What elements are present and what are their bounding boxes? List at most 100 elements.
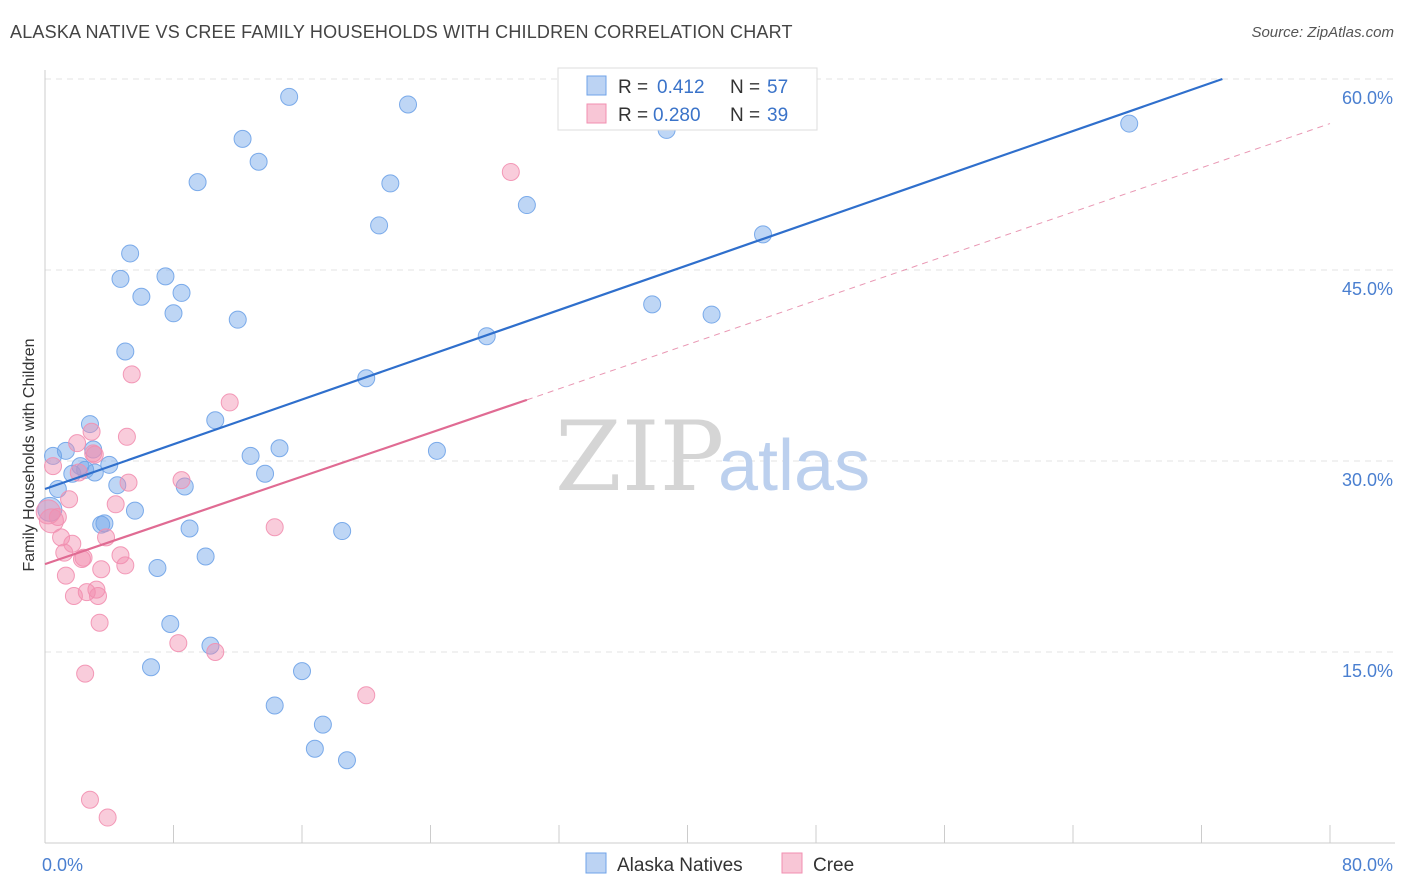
legend-n-value-alaska: 57 — [767, 77, 788, 98]
cree-point-1 — [38, 508, 64, 534]
legend-swatch-cree — [586, 103, 607, 124]
legend-r-value-alaska: 0.412 — [657, 77, 705, 98]
y-tick-label-2: 45.0% — [1342, 279, 1393, 299]
cree-point-26 — [106, 495, 125, 514]
y-axis-label: Family Households with Children — [21, 339, 38, 572]
alaska-point-29 — [201, 636, 220, 655]
cree-point-35 — [265, 518, 284, 537]
cree-point-8 — [63, 534, 82, 553]
cree-point-16 — [80, 790, 99, 809]
stats-legend: R = 0.412 N = 57 R = 0.280 N = 39 — [557, 67, 818, 131]
alaska-point-2 — [48, 480, 67, 499]
cree-point-27 — [111, 546, 130, 565]
legend-swatch-alaska — [586, 75, 607, 96]
watermark-zip: ZIP — [555, 401, 724, 513]
watermark-atlas: atlas — [718, 426, 870, 506]
cree-point-34 — [220, 393, 239, 412]
alaska-point-42 — [333, 522, 352, 541]
trend-lines — [44, 77, 1331, 566]
bottom-legend-swatch-cree — [781, 852, 803, 874]
cree-point-37 — [501, 162, 520, 181]
cree-point-7 — [60, 490, 79, 509]
legend-n-label-alaska: N = — [730, 77, 760, 98]
cree-point-38 — [119, 473, 138, 492]
alaska-point-37 — [270, 439, 289, 458]
alaska-point-40 — [305, 739, 324, 758]
cree-point-23 — [92, 560, 111, 579]
alaska-point-31 — [228, 310, 247, 329]
alaska-point-46 — [381, 174, 400, 193]
alaska-point-16 — [121, 244, 140, 263]
chart-title: ALASKA NATIVE VS CREE FAMILY HOUSEHOLDS … — [10, 22, 793, 42]
alaska-point-43 — [337, 751, 356, 770]
alaska-point-32 — [233, 129, 252, 148]
alaska-point-52 — [643, 295, 662, 314]
alaska-point-56 — [1120, 114, 1139, 133]
cree-point-36 — [357, 686, 376, 705]
alaska-point-36 — [265, 696, 284, 715]
alaska-trend-line — [44, 77, 1223, 491]
x-tick-label-1: 80.0% — [1342, 855, 1393, 875]
alaska-point-24 — [172, 283, 191, 302]
cree-point-28 — [116, 556, 135, 575]
alaska-point-15 — [116, 342, 135, 361]
alaska-point-11 — [95, 514, 114, 533]
y-tick-label-3: 60.0% — [1342, 88, 1393, 108]
alaska-point-50 — [517, 196, 536, 215]
alaska-point-23 — [164, 304, 183, 323]
alaska-point-13 — [108, 476, 127, 495]
alaska-point-34 — [249, 152, 268, 171]
alaska-point-22 — [161, 614, 180, 633]
alaska-point-14 — [111, 269, 130, 288]
cree-point-6 — [56, 566, 75, 585]
y-tick-label-1: 30.0% — [1342, 470, 1393, 490]
cree-point-3 — [48, 508, 67, 527]
cree-trend-extension — [526, 123, 1331, 401]
alaska-point-26 — [180, 519, 199, 538]
alaska-point-20 — [148, 558, 167, 577]
alaska-point-27 — [188, 173, 207, 192]
legend-n-value-cree: 39 — [767, 105, 788, 126]
cree-point-2 — [44, 457, 63, 476]
y-tick-label-0: 15.0% — [1342, 661, 1393, 681]
series-legend: Alaska Natives Cree — [585, 852, 854, 876]
bottom-legend-cree: Cree — [813, 855, 854, 876]
legend-n-label-cree: N = — [730, 105, 760, 126]
cree-point-22 — [90, 613, 109, 632]
alaska-point-17 — [125, 501, 144, 520]
alaska-point-21 — [156, 267, 175, 286]
alaska-point-39 — [293, 662, 311, 681]
legend-r-label-cree: R = — [618, 105, 648, 126]
alaska-point-7 — [80, 415, 99, 434]
cree-point-30 — [122, 365, 141, 384]
alaska-point-45 — [370, 216, 389, 235]
legend-r-label-alaska: R = — [618, 77, 648, 98]
alaska-point-18 — [132, 287, 151, 306]
alaska-point-33 — [241, 446, 260, 465]
alaska-point-41 — [313, 715, 332, 734]
cree-point-14 — [76, 664, 95, 683]
cree-point-19 — [85, 445, 104, 464]
cree-point-29 — [117, 427, 136, 446]
source-label: Source: ZipAtlas.com — [1251, 24, 1394, 41]
alaska-point-35 — [256, 464, 275, 483]
alaska-point-48 — [427, 441, 446, 460]
cree-point-20 — [87, 580, 106, 599]
cree-point-21 — [89, 586, 108, 605]
alaska-point-47 — [399, 95, 418, 114]
alaska-point-38 — [280, 87, 299, 106]
cree-point-25 — [98, 808, 117, 827]
cree-point-10 — [68, 434, 87, 453]
bottom-legend-swatch-alaska — [585, 852, 607, 874]
cree-point-4 — [52, 528, 71, 547]
alaska-point-19 — [142, 658, 161, 677]
grid-lines — [45, 78, 1395, 653]
cree-point-32 — [172, 471, 191, 490]
cree-point-17 — [82, 422, 101, 441]
alaska-point-54 — [702, 305, 721, 324]
bottom-legend-alaska: Alaska Natives — [617, 855, 743, 876]
x-tick-labels: 0.0% 80.0% — [42, 855, 1393, 875]
y-tick-labels: 15.0% 30.0% 45.0% 60.0% — [1342, 88, 1393, 681]
legend-r-value-cree: 0.280 — [653, 105, 701, 126]
x-tick-label-0: 0.0% — [42, 855, 83, 875]
